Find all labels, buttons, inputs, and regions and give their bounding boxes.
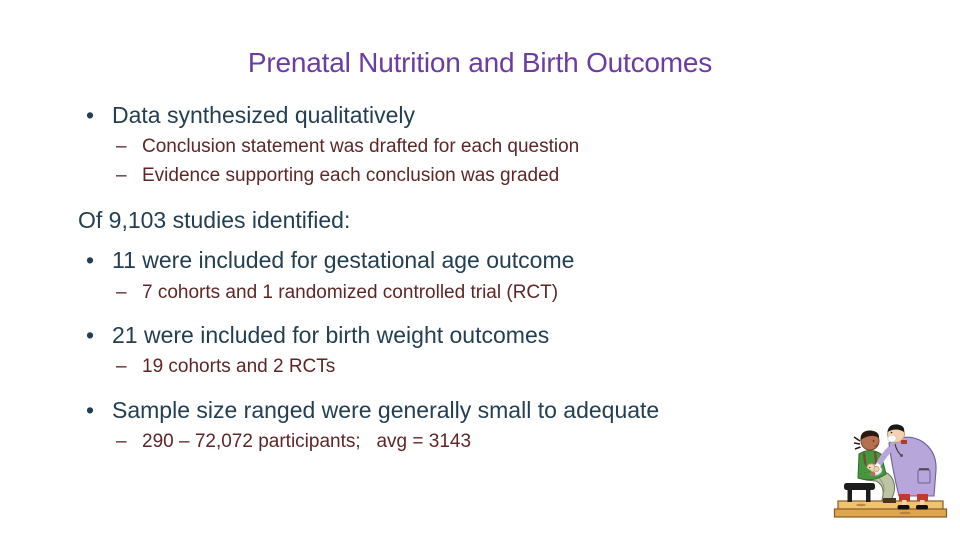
sub-bullet-text: 7 cohorts and 1 randomized controlled tr… (142, 282, 559, 303)
bullet-icon: • (86, 322, 95, 348)
sub-bullet-evidence-graded: – Evidence supporting each conclusion wa… (116, 165, 559, 187)
sub-bullet-text: 290 – 72,072 participants; avg = 3143 (142, 431, 472, 452)
sub-bullet-text: Evidence supporting each conclusion was … (142, 165, 560, 186)
paragraph-text: Of 9,103 studies identified: (78, 207, 351, 233)
bullet-icon: • (86, 102, 95, 128)
sub-bullet-text: Conclusion statement was drafted for eac… (142, 136, 580, 157)
sub-bullet-cohorts-rcts: – 19 cohorts and 2 RCTs (116, 356, 335, 378)
dash-icon: – (116, 165, 127, 186)
bullet-item-gestational-age: • 11 were included for gestational age o… (86, 247, 574, 273)
sub-bullet-cohorts-rct: – 7 cohorts and 1 randomized controlled … (116, 282, 558, 304)
bullet-icon: • (86, 397, 95, 423)
bullet-item-data-synthesized: • Data synthesized qualitatively (86, 102, 415, 128)
slide-title: Prenatal Nutrition and Birth Outcomes (247, 47, 713, 78)
dash-icon: – (116, 431, 127, 452)
bullet-text: 11 were included for gestational age out… (112, 247, 575, 273)
sub-bullet-text: 19 cohorts and 2 RCTs (142, 356, 336, 377)
bullet-item-birth-weight: • 21 were included for birth weight outc… (86, 322, 549, 348)
dash-icon: – (116, 136, 127, 157)
bullet-icon: • (86, 247, 95, 273)
bullet-text: 21 were included for birth weight outcom… (112, 322, 550, 348)
sub-bullet-conclusion-statement: – Conclusion statement was drafted for e… (116, 136, 579, 158)
bullet-item-sample-size: • Sample size ranged were generally smal… (86, 397, 659, 423)
paragraph-studies-identified: Of 9,103 studies identified: (78, 207, 350, 233)
sub-bullet-participants-range: – 290 – 72,072 participants; avg = 3143 (116, 431, 471, 453)
dash-icon: – (116, 282, 127, 303)
bullet-text: Sample size ranged were generally small … (112, 397, 660, 423)
dash-icon: – (116, 356, 127, 377)
doctor-examining-mother-and-baby-clipart (833, 424, 948, 518)
bullet-text: Data synthesized qualitatively (112, 102, 415, 128)
